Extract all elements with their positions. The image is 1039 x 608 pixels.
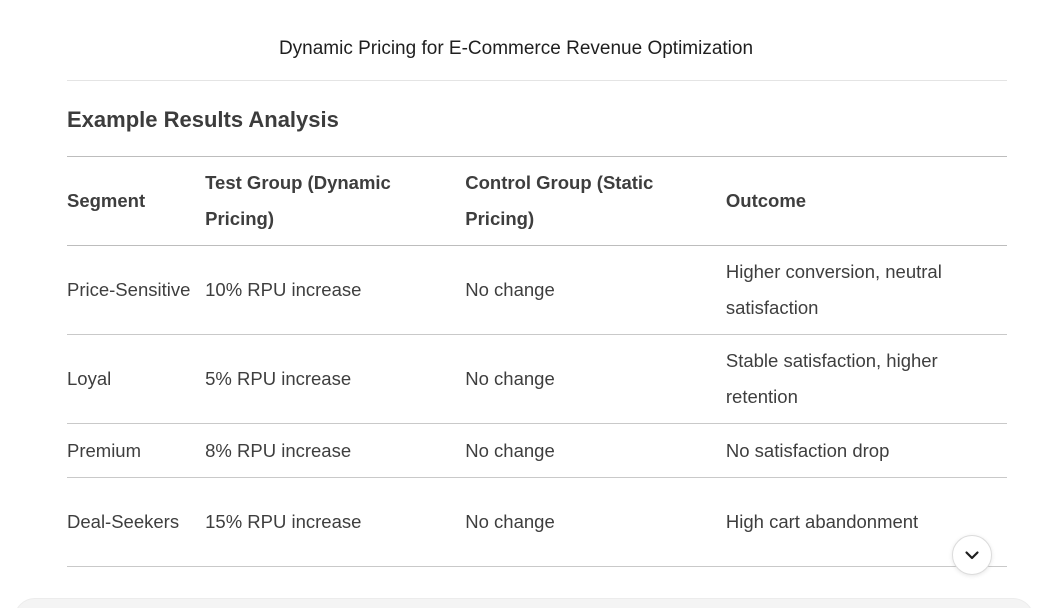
test-group-cell: 8% RPU increase — [205, 423, 466, 478]
outcome-cell: Higher conversion, neutral satisfaction — [725, 245, 1007, 335]
outcome-cell: Stable satisfaction, higher retention — [725, 334, 1007, 424]
segment-cell: Premium — [67, 423, 206, 478]
outcome-cell: No satisfaction drop — [725, 423, 1007, 478]
results-table: Segment Test Group (Dynamic Pricing) Con… — [67, 156, 1007, 567]
section-heading: Example Results Analysis — [67, 107, 339, 132]
control-group-cell: No change — [465, 245, 726, 335]
scroll-to-bottom-button[interactable] — [952, 535, 992, 575]
table-row: Premium 8% RPU increase No change No sat… — [67, 423, 1007, 478]
test-group-cell: 10% RPU increase — [205, 245, 466, 335]
title-divider — [67, 80, 1007, 81]
test-group-cell: 15% RPU increase — [205, 477, 466, 567]
control-group-cell: No change — [465, 477, 726, 567]
segment-cell: Deal-Seekers — [67, 477, 206, 567]
control-group-cell: No change — [465, 423, 726, 478]
table-row: Deal-Seekers 15% RPU increase No change … — [67, 477, 1007, 567]
control-group-cell: No change — [465, 334, 726, 424]
column-header-test-group: Test Group (Dynamic Pricing) — [205, 156, 466, 246]
chevron-down-icon — [965, 551, 979, 560]
segment-cell: Price-Sensitive — [67, 245, 206, 335]
column-header-segment: Segment — [67, 156, 206, 246]
column-header-control-group: Control Group (Static Pricing) — [465, 156, 726, 246]
test-group-cell: 5% RPU increase — [205, 334, 466, 424]
conversation-title: Dynamic Pricing for E-Commerce Revenue O… — [278, 38, 754, 59]
segment-cell: Loyal — [67, 334, 206, 424]
table-row: Price-Sensitive 10% RPU increase No chan… — [67, 245, 1007, 335]
message-composer[interactable] — [14, 598, 1034, 608]
column-header-outcome: Outcome — [725, 156, 1007, 246]
table-row: Loyal 5% RPU increase No change Stable s… — [67, 334, 1007, 424]
table-header-row: Segment Test Group (Dynamic Pricing) Con… — [67, 156, 1007, 246]
